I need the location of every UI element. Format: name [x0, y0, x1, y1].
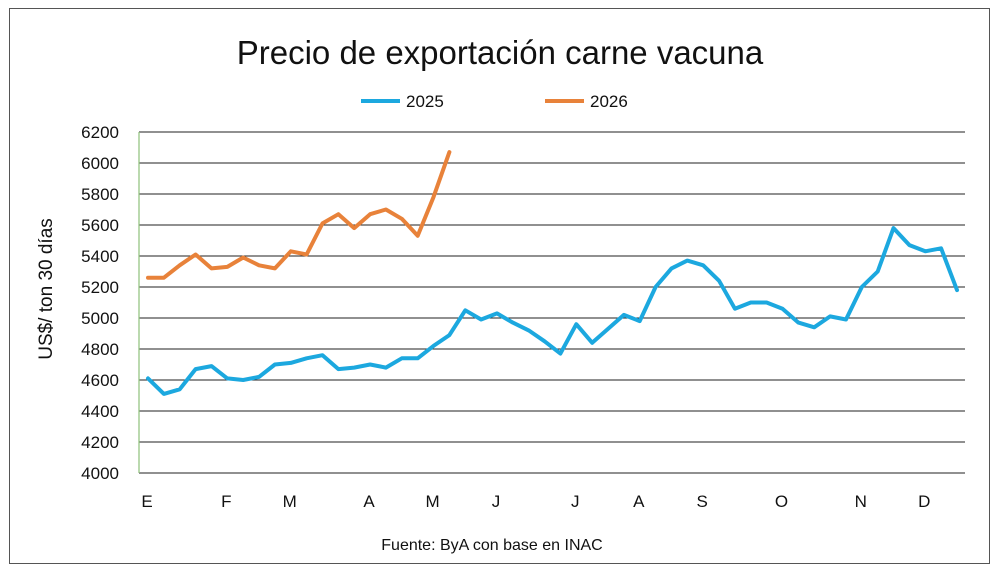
y-tick-label: 6000 [81, 154, 119, 173]
y-tick-label: 5400 [81, 247, 119, 266]
y-tick-label: 4600 [81, 371, 119, 390]
legend: 2025 2026 [361, 92, 628, 111]
series-line-2026 [146, 150, 452, 280]
chart-frame [9, 8, 990, 564]
y-tick-label: 4000 [81, 464, 119, 483]
y-tick-labels: 4000 4200 4400 4600 4800 5000 5200 5400 5600 5800… [81, 123, 119, 483]
y-tick-label: 5200 [81, 278, 119, 297]
chart-title: Precio de exportación carne vacuna [237, 34, 764, 71]
series-lines [146, 150, 959, 396]
source-note: Fuente: ByA con base en INAC [381, 537, 602, 554]
x-tick-label: J [571, 492, 580, 511]
y-tick-label: 6200 [81, 123, 119, 142]
x-tick-label: E [141, 492, 152, 511]
y-tick-label: 4400 [81, 402, 119, 421]
x-tick-label: A [633, 492, 645, 511]
y-tick-label: 5600 [81, 216, 119, 235]
x-tick-label: A [363, 492, 375, 511]
x-tick-label: J [492, 492, 501, 511]
legend-label-2025: 2025 [406, 92, 444, 111]
gridlines [139, 131, 965, 474]
x-tick-label: N [855, 492, 867, 511]
y-tick-label: 4200 [81, 433, 119, 452]
y-axis-label: US$/ ton 30 días [36, 218, 57, 360]
series-line-2025 [146, 226, 959, 396]
x-tick-label: O [775, 492, 788, 511]
y-tick-label: 5800 [81, 185, 119, 204]
y-tick-label: 4800 [81, 340, 119, 359]
x-tick-label: S [697, 492, 708, 511]
x-tick-label: M [425, 492, 439, 511]
legend-label-2026: 2026 [590, 92, 628, 111]
x-tick-label: F [221, 492, 231, 511]
x-tick-label: M [283, 492, 297, 511]
y-tick-label: 5000 [81, 309, 119, 328]
x-tick-label: D [918, 492, 930, 511]
